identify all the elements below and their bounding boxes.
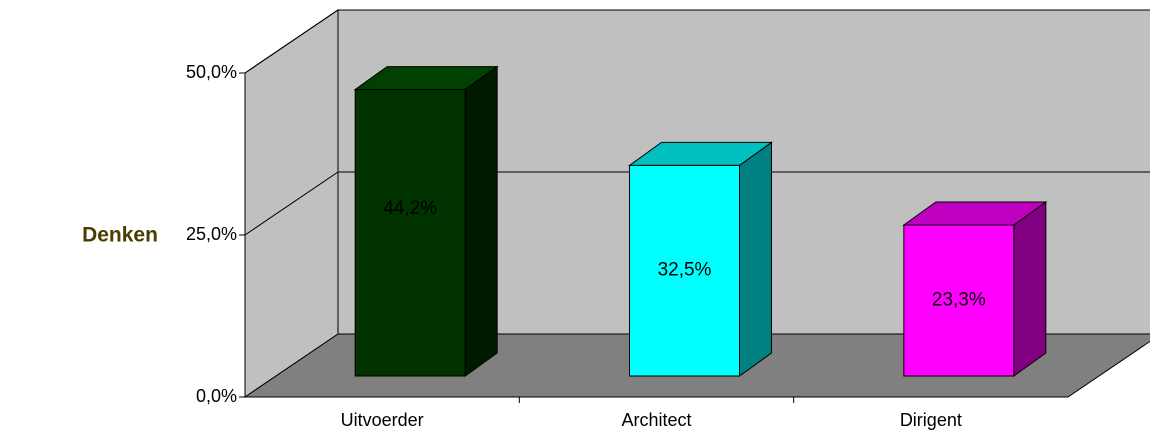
x-tick-label: Uitvoerder <box>341 410 424 430</box>
y-tick-label: 25,0% <box>186 224 237 244</box>
x-tick-label: Architect <box>621 410 691 430</box>
y-tick-label: 50,0% <box>186 62 237 82</box>
bar-architect <box>627 141 774 377</box>
bar-front <box>629 164 740 377</box>
y-axis-title: Denken <box>82 224 158 247</box>
bar-uitvoerder <box>353 65 499 377</box>
data-label: 32,5% <box>658 260 712 281</box>
bar-side <box>739 141 772 377</box>
axes <box>239 72 1068 403</box>
bar-side <box>1013 201 1047 377</box>
bars <box>353 65 1048 377</box>
bar-side <box>464 65 498 377</box>
data-label: 23,3% <box>932 290 986 311</box>
gridlines <box>244 9 1150 236</box>
bar-dirigent <box>902 201 1048 377</box>
labels: 0,0% 25,0% 50,0% 44,2% Uitvoerder 32,5% Archit… <box>186 62 986 430</box>
gridline <box>244 9 1150 74</box>
bar-front <box>903 224 1015 377</box>
x-tick-label: Dirigent <box>900 410 962 430</box>
y-tick-label: 0,0% <box>196 386 237 406</box>
data-label: 44,2% <box>383 198 437 219</box>
gridline <box>244 171 1150 236</box>
bar-front <box>354 89 466 377</box>
